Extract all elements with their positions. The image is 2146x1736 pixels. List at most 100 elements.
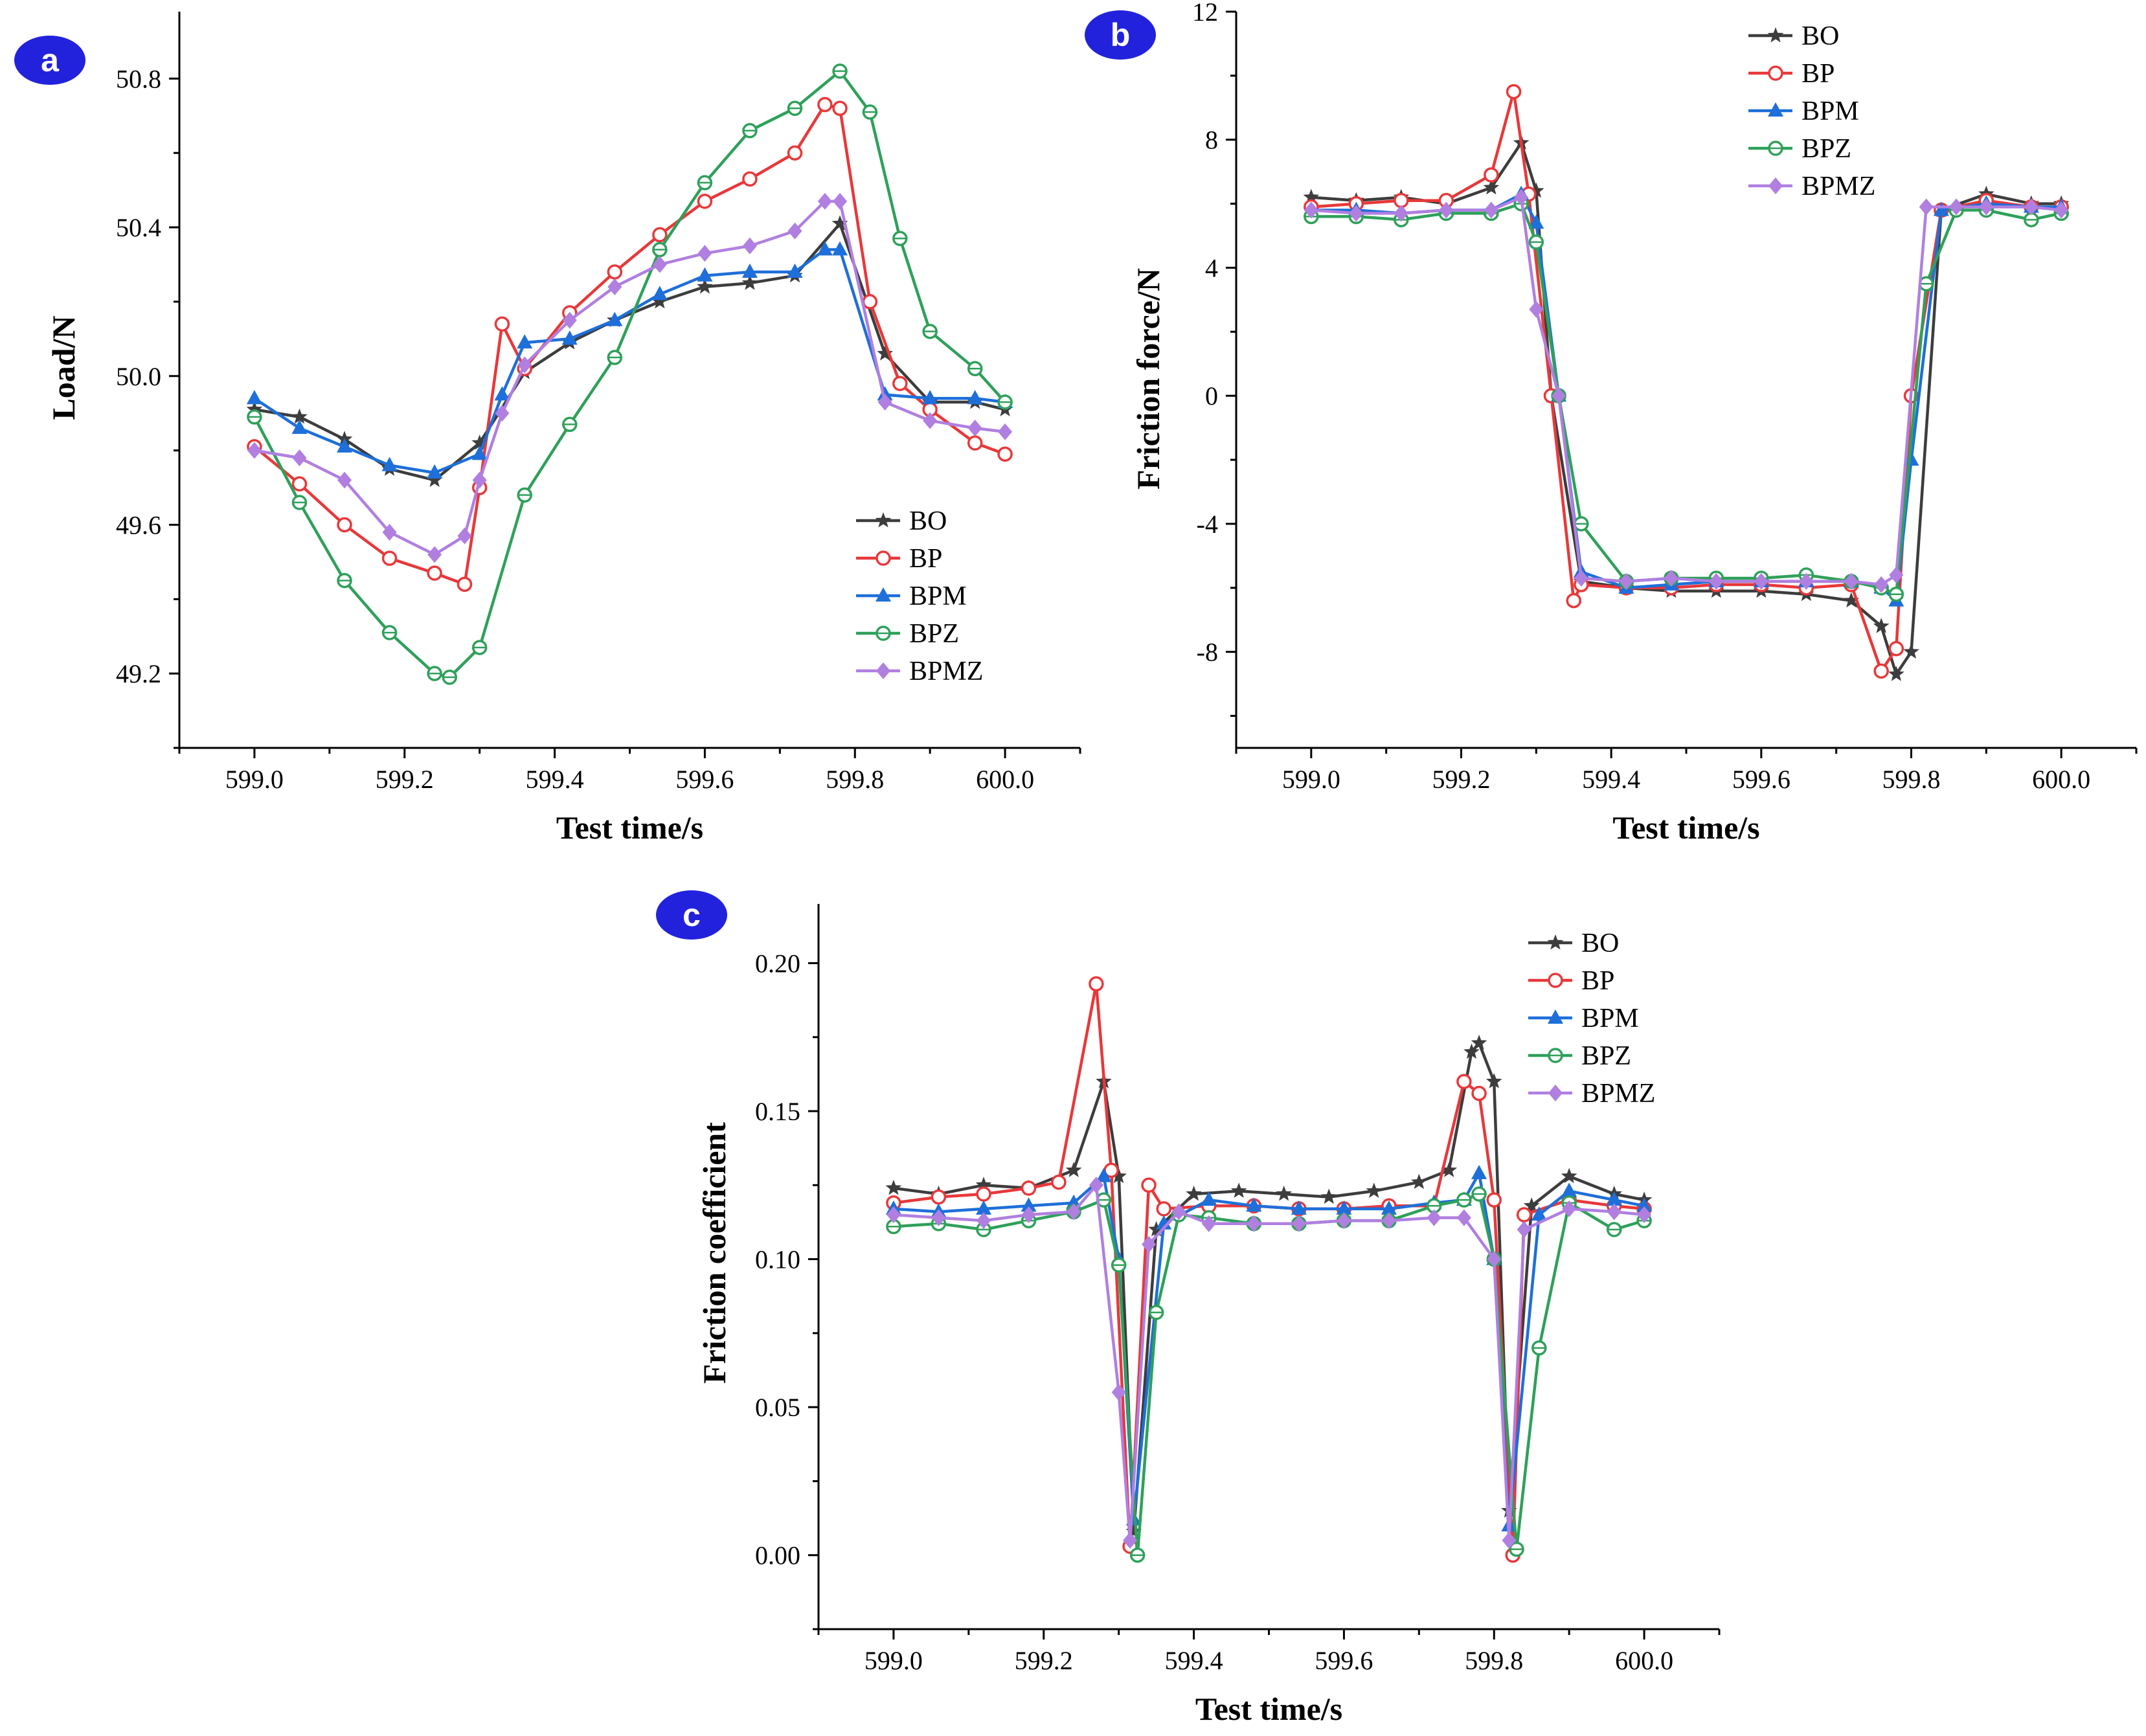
data-point-BO bbox=[1125, 1523, 1142, 1539]
data-point-BPM bbox=[1636, 1197, 1653, 1212]
x-tick-label: 599.4 bbox=[1582, 765, 1640, 794]
data-point-BPM bbox=[1291, 1200, 1307, 1215]
y-tick-label: 0.00 bbox=[755, 1541, 800, 1570]
series-line-BP bbox=[892, 982, 1646, 1557]
series-BPM bbox=[246, 241, 1013, 479]
x-tick-label: 599.0 bbox=[225, 765, 284, 794]
legend-label-BO: BO bbox=[909, 506, 947, 536]
data-point-BO bbox=[651, 293, 668, 309]
data-point-BPM bbox=[651, 286, 668, 300]
x-tick-label: 599.2 bbox=[1432, 765, 1491, 794]
data-point-BP bbox=[892, 376, 908, 391]
x-axis-label: Test time/s bbox=[556, 809, 703, 846]
data-point-BPMZ bbox=[1089, 1177, 1103, 1194]
data-point-BO bbox=[1148, 1221, 1164, 1237]
data-point-BP bbox=[817, 96, 833, 113]
data-point-BPMZ bbox=[382, 523, 397, 541]
data-point-BP bbox=[997, 446, 1013, 462]
y-tick-label: 0.10 bbox=[755, 1245, 800, 1274]
data-point-BPMZ bbox=[886, 1206, 901, 1223]
legend-marker-BP bbox=[875, 550, 891, 566]
data-point-BP bbox=[1566, 592, 1581, 609]
data-point-BO bbox=[877, 345, 893, 361]
data-point-BPMZ bbox=[1381, 1212, 1396, 1230]
y-tick-label: 0 bbox=[1205, 381, 1218, 411]
data-point-BPMZ bbox=[472, 471, 487, 489]
data-point-BPMZ bbox=[1439, 201, 1454, 219]
data-point-BO bbox=[1523, 1197, 1540, 1213]
panel-badge: b bbox=[1085, 10, 1156, 60]
data-point-BP bbox=[1873, 663, 1889, 679]
data-point-BPMZ bbox=[742, 237, 757, 254]
data-point-BPMZ bbox=[1456, 1209, 1471, 1226]
data-point-BPMZ bbox=[1123, 1531, 1138, 1549]
data-point-BPMZ bbox=[977, 1212, 991, 1230]
data-point-BPMZ bbox=[1709, 572, 1724, 590]
data-point-BPMZ bbox=[1664, 569, 1678, 587]
data-point-BPM bbox=[1096, 1167, 1112, 1182]
data-point-BPMZ bbox=[1574, 569, 1588, 587]
data-point-BPM bbox=[1933, 201, 1949, 216]
chart-panel-c: 599.0 599.2 599.4 599.6 599.8 600.0 0.00 0.05 0.… bbox=[656, 890, 1721, 1727]
data-point-BPM bbox=[741, 263, 758, 278]
data-point-BO bbox=[1873, 618, 1890, 633]
data-point-BP bbox=[291, 476, 308, 492]
data-point-BO bbox=[1483, 179, 1500, 195]
data-point-BPMZ bbox=[562, 311, 577, 329]
y-tick-label: 0.15 bbox=[755, 1097, 800, 1126]
x-tick-label: 599.6 bbox=[1732, 765, 1790, 794]
chart-panel-a: 599.0 599.2 599.4 599.6 599.8 600.0 49.2 49.6 50… bbox=[14, 12, 1081, 846]
data-point-BP bbox=[742, 171, 758, 187]
legend: BO BP BPM BPZ BPMZ bbox=[1748, 21, 1875, 201]
x-tick-label: 599.2 bbox=[1015, 1646, 1073, 1675]
legend-marker-BPMZ bbox=[876, 662, 890, 679]
data-point-BPMZ bbox=[457, 527, 472, 545]
data-point-BPM bbox=[427, 464, 443, 479]
data-point-BPM bbox=[1528, 214, 1544, 229]
data-point-BPMZ bbox=[1799, 572, 1814, 590]
y-tick-label: 50.0 bbox=[116, 362, 161, 391]
legend-marker-BP bbox=[1548, 973, 1563, 988]
data-point-BPMZ bbox=[877, 393, 892, 411]
data-point-BO bbox=[831, 215, 848, 231]
data-point-BPMZ bbox=[1201, 1215, 1216, 1232]
data-point-BP bbox=[427, 565, 442, 581]
data-point-BP bbox=[1486, 1192, 1502, 1208]
data-point-BO bbox=[1186, 1186, 1202, 1201]
data-point-BPMZ bbox=[967, 420, 982, 437]
y-tick-label: 50.4 bbox=[116, 213, 161, 242]
data-point-BP bbox=[1888, 641, 1904, 657]
data-point-BPM bbox=[976, 1200, 992, 1215]
data-point-BO bbox=[1441, 1162, 1458, 1177]
data-point-BPM bbox=[1606, 1191, 1622, 1206]
x-axis-label: Test time/s bbox=[1612, 809, 1759, 846]
data-point-BO bbox=[291, 408, 308, 424]
data-point-BPMZ bbox=[1889, 567, 1904, 584]
data-point-BPMZ bbox=[1562, 1200, 1577, 1217]
data-point-BPMZ bbox=[1394, 205, 1408, 222]
data-point-BP bbox=[1141, 1177, 1157, 1193]
data-point-BPMZ bbox=[652, 256, 667, 273]
data-point-BPMZ bbox=[1171, 1203, 1186, 1221]
panel-badge-ellipse bbox=[1085, 10, 1156, 60]
x-tick-label: 599.4 bbox=[1165, 1646, 1223, 1675]
series-line-BO bbox=[1309, 141, 2063, 676]
data-point-BO bbox=[1320, 1188, 1337, 1204]
data-point-BPM bbox=[471, 445, 488, 460]
data-point-BP bbox=[832, 100, 848, 117]
x-tick-label: 600.0 bbox=[2032, 765, 2090, 794]
data-point-BO bbox=[1230, 1182, 1247, 1198]
legend-marker-BO bbox=[875, 512, 892, 528]
data-point-BP bbox=[381, 550, 398, 566]
data-point-BPMZ bbox=[1949, 198, 1963, 216]
data-point-BPMZ bbox=[1874, 576, 1889, 593]
data-point-BO bbox=[1463, 1043, 1480, 1059]
x-tick-label: 599.6 bbox=[675, 765, 734, 794]
data-point-BPMZ bbox=[1427, 1209, 1441, 1226]
legend-label-BPZ: BPZ bbox=[1581, 1041, 1631, 1071]
data-point-BP bbox=[862, 294, 878, 310]
x-tick-label: 599.8 bbox=[826, 765, 884, 794]
chart-panel-b: 599.0 599.2 599.4 599.6 599.8 600.0 -8 -4 0 4 8 12 T… bbox=[1085, 0, 2138, 846]
legend-label-BPMZ: BPMZ bbox=[909, 657, 983, 686]
data-point-BP bbox=[1089, 976, 1104, 992]
